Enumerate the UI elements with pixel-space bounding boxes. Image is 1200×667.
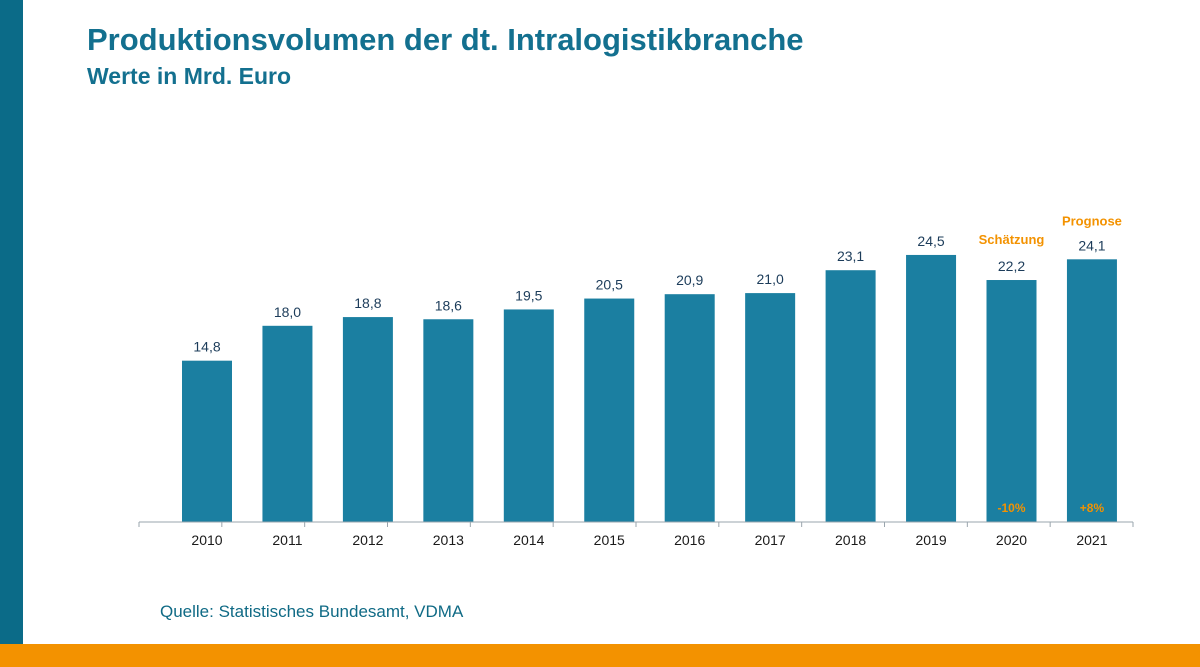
value-label-2021: 24,1 [1078,237,1105,253]
source-note: Quelle: Statistisches Bundesamt, VDMA [160,602,464,621]
tick-label-2014: 2014 [513,532,544,548]
bar-2021 [1066,259,1117,522]
value-label-2019: 24,5 [917,233,944,249]
value-label-2013: 18,6 [435,297,462,313]
value-label-2017: 21,0 [757,271,784,287]
bar-2019 [906,254,957,522]
change-label-2020: -10% [997,501,1025,515]
bar-2020 [986,280,1037,522]
value-label-2011: 18,0 [274,304,301,320]
bar-2018 [825,270,876,522]
left-accent-bar [0,0,23,667]
bottom-accent-bar [0,644,1200,667]
value-label-2014: 19,5 [515,287,542,303]
chart-subtitle: Werte in Mrd. Euro [87,63,292,89]
bar-2010 [182,360,232,522]
tick-label-2019: 2019 [915,532,946,548]
value-label-2018: 23,1 [837,248,864,264]
tick-label-2017: 2017 [755,532,786,548]
bar-2017 [745,293,796,522]
tick-label-2010: 2010 [191,532,222,548]
value-label-2016: 20,9 [676,272,703,288]
value-label-2015: 20,5 [596,277,623,293]
value-label-2020: 22,2 [998,258,1025,274]
tick-label-2021: 2021 [1076,532,1107,548]
tick-label-2015: 2015 [594,532,625,548]
bar-2016 [664,294,715,522]
bar-2015 [584,298,635,522]
tick-label-2020: 2020 [996,532,1027,548]
annotation-label-2021: Prognose [1062,213,1122,228]
bar-2014 [503,309,554,522]
annotation-label-2020: Schätzung [979,232,1045,247]
bar-2011 [262,325,313,522]
change-label-2021: +8% [1080,501,1105,515]
tick-label-2013: 2013 [433,532,464,548]
value-label-2010: 14,8 [193,339,220,355]
tick-label-2012: 2012 [352,532,383,548]
bar-2013 [423,319,474,522]
tick-label-2011: 2011 [272,532,302,548]
bar-2012 [342,317,393,522]
tick-label-2018: 2018 [835,532,866,548]
chart-title: Produktionsvolumen der dt. Intralogistik… [87,22,804,57]
tick-label-2016: 2016 [674,532,705,548]
value-label-2012: 18,8 [354,295,381,311]
